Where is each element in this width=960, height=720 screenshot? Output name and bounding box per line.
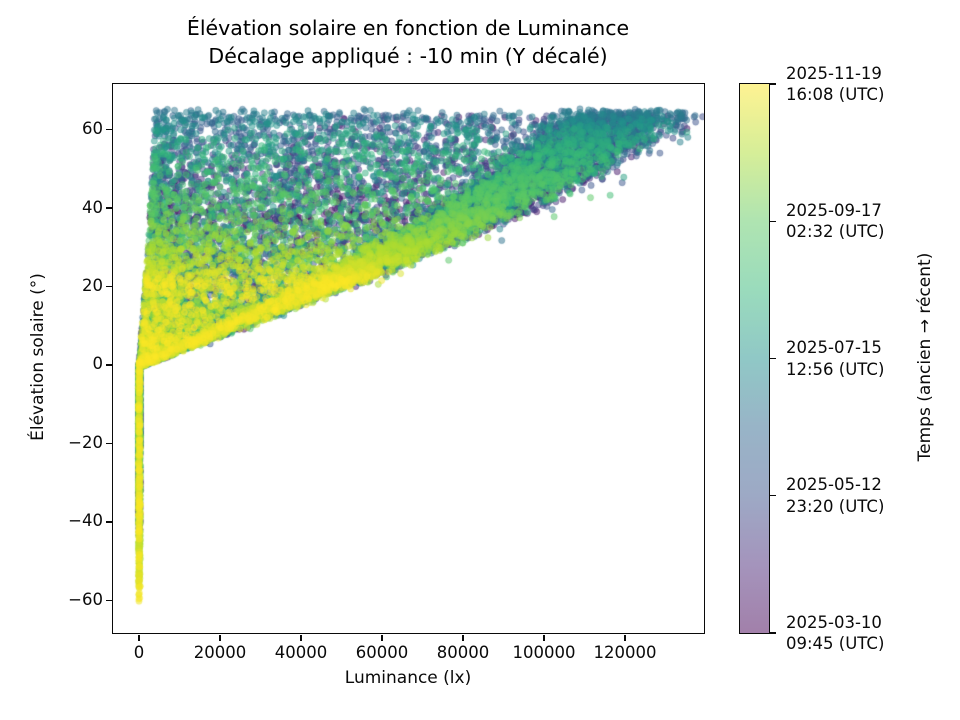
y-axis-tick <box>105 521 112 523</box>
x-axis-ticklabel: 20000 <box>193 643 247 662</box>
colorbar-tick <box>770 357 776 360</box>
x-axis-tick <box>138 634 140 641</box>
x-axis-ticklabel: 60000 <box>355 643 409 662</box>
y-axis-ticklabel: −60 <box>68 589 103 609</box>
y-axis-tick <box>105 207 112 209</box>
colorbar-gradient <box>739 83 769 633</box>
x-axis-ticklabel: 120000 <box>593 643 657 662</box>
y-axis-label: Élévation solaire (°) <box>28 273 48 441</box>
colorbar-ticklabel-line2: 23:20 (UTC) <box>786 496 885 516</box>
x-axis-ticklabel: 40000 <box>274 643 328 662</box>
colorbar-ticklabel: 2025-03-10 09:45 (UTC) <box>786 612 885 654</box>
colorbar <box>738 82 770 634</box>
y-axis-tick <box>105 364 112 366</box>
x-axis-tick <box>624 634 626 641</box>
scatter-canvas <box>112 83 704 633</box>
chart-title: Élévation solaire en fonction de Luminan… <box>108 14 708 70</box>
colorbar-ticklabel: 2025-05-12 23:20 (UTC) <box>786 475 885 516</box>
colorbar-tick <box>770 632 776 634</box>
y-axis-tick <box>105 128 112 131</box>
y-axis-ticklabel: −40 <box>68 511 103 531</box>
x-axis-tick <box>300 634 302 641</box>
colorbar-ticklabel-line2: 12:56 (UTC) <box>786 359 885 379</box>
x-axis-label: Luminance (lx) <box>344 668 472 688</box>
colorbar-ticklabel: 2025-11-19 16:08 (UTC) <box>786 63 885 105</box>
x-axis-tick <box>381 634 383 641</box>
colorbar-ticklabel-line2: 02:32 (UTC) <box>786 222 885 242</box>
y-axis-ticklabel: 60 <box>82 119 103 139</box>
colorbar-ticklabel: 2025-09-17 02:32 (UTC) <box>786 200 885 242</box>
chart-title-line2: Décalage appliqué : -10 min (Y décalé) <box>208 44 608 68</box>
colorbar-tick <box>770 83 776 85</box>
y-axis-tick <box>105 599 112 602</box>
colorbar-tick <box>770 220 776 222</box>
plot-area <box>111 82 705 634</box>
y-axis-tick <box>105 442 112 445</box>
y-axis-ticklabel: 0 <box>92 354 104 374</box>
x-axis-tick <box>219 634 221 641</box>
x-axis-tick <box>462 634 464 641</box>
x-axis-tick <box>543 634 545 641</box>
colorbar-ticklabel: 2025-07-15 12:56 (UTC) <box>786 338 885 379</box>
colorbar-ticklabel-line2: 16:08 (UTC) <box>786 85 885 104</box>
y-axis-ticklabel: −20 <box>68 432 103 452</box>
y-axis-ticklabel: 40 <box>82 197 103 217</box>
colorbar-tick <box>770 495 776 497</box>
x-axis-ticklabel: 100000 <box>512 643 576 662</box>
y-axis-tick <box>105 285 112 288</box>
x-axis-ticklabel: 80000 <box>436 643 490 662</box>
colorbar-label: Temps (ancien → récent) <box>915 252 935 462</box>
colorbar-ticklabel-line2: 09:45 (UTC) <box>786 634 885 653</box>
x-axis-ticklabel: 0 <box>133 643 145 662</box>
chart-title-line1: Élévation solaire en fonction de Luminan… <box>186 16 630 40</box>
y-axis-ticklabel: 20 <box>82 275 103 295</box>
